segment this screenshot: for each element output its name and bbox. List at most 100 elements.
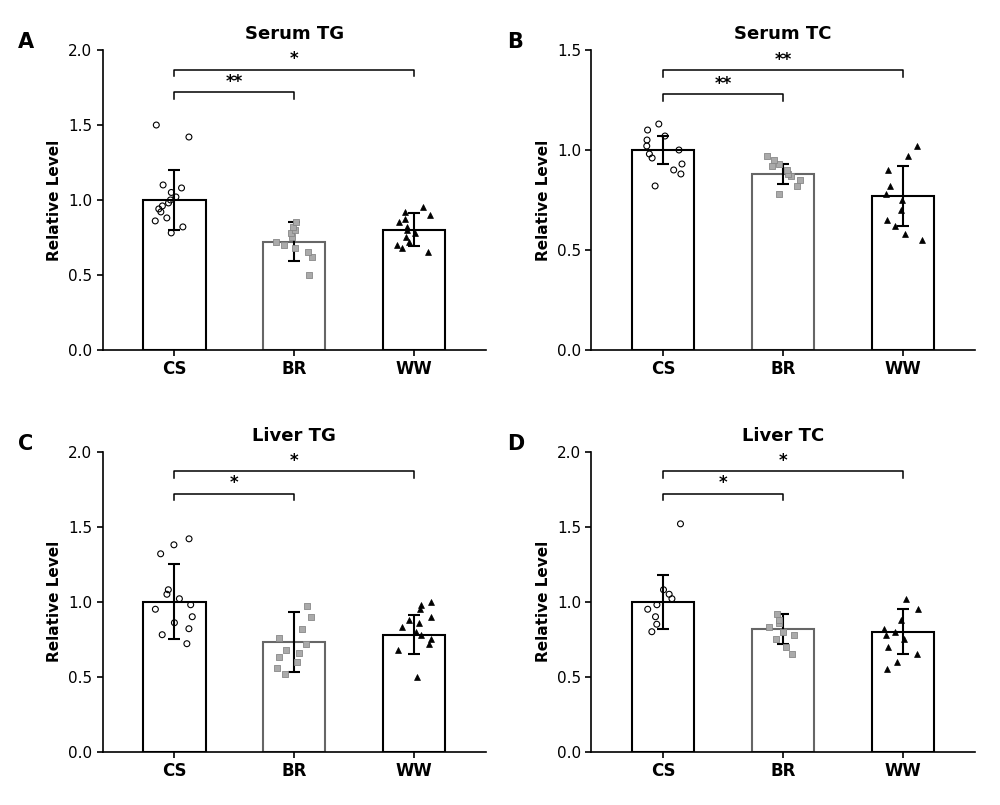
Text: D: D [507,434,524,454]
Point [151,203,167,216]
Point [415,201,431,214]
Text: *: * [779,452,788,470]
Point [183,598,199,611]
Text: C: C [18,434,33,454]
Point [893,613,909,626]
Point [792,174,808,187]
Point [163,186,179,199]
Point [171,592,187,605]
Point [181,532,197,545]
Point [394,242,410,254]
Point [786,628,802,641]
Bar [263,642,325,752]
Point [876,622,892,635]
Point [181,622,197,635]
Bar [872,196,934,350]
Point [287,242,303,254]
Point [276,238,292,251]
Point [768,633,784,646]
Point [283,226,299,239]
Y-axis label: Relative Level: Relative Level [47,139,62,261]
Point [674,158,690,171]
Bar [752,174,814,350]
Point [771,617,787,630]
Point [909,648,925,661]
Point [898,592,914,605]
Point [278,643,294,656]
Point [914,233,930,246]
Point [778,640,794,653]
Point [291,646,307,659]
Point [175,221,191,233]
Point [882,180,898,192]
Point [401,235,417,248]
Point [766,154,782,167]
Point [147,603,163,616]
Point [672,518,688,530]
Point [413,598,429,611]
Point [154,200,170,213]
Point [764,159,780,172]
Bar [143,200,206,350]
Point [159,212,175,225]
Point [761,621,777,634]
Point [771,158,787,171]
Point [651,118,667,130]
Point [162,193,178,206]
Point [900,150,916,163]
Bar [263,242,325,350]
Bar [632,150,694,350]
Point [154,628,170,641]
Point [287,224,303,237]
Text: **: ** [775,51,792,68]
Point [412,603,428,616]
Point [423,633,439,646]
Point [771,613,787,626]
Point [184,610,200,623]
Point [163,226,179,239]
Point [409,671,425,683]
Point [910,603,926,616]
Point [649,617,665,630]
Point [640,603,656,616]
Point [399,221,415,233]
Point [661,588,677,601]
Point [269,661,285,674]
Point [299,600,315,613]
Text: *: * [290,50,299,68]
Point [639,139,655,152]
Point [155,179,171,192]
Text: *: * [230,474,239,493]
Point [420,246,436,259]
Point [423,610,439,623]
Point [639,134,655,147]
Point [644,625,660,638]
Point [880,640,896,653]
Point [879,663,895,675]
Text: *: * [719,474,728,493]
Point [391,216,407,229]
Text: **: ** [715,75,732,93]
Point [789,180,805,192]
Point [641,147,657,160]
Point [673,167,689,180]
Point [783,170,799,183]
Point [909,139,925,152]
Point [398,231,414,244]
Point [887,220,903,233]
Y-axis label: Relative Level: Relative Level [536,139,551,261]
Point [168,191,184,204]
Point [784,648,800,661]
Text: *: * [290,452,299,470]
Point [878,188,894,200]
Point [174,181,190,194]
Bar [872,632,934,752]
Point [657,130,673,142]
Text: B: B [507,32,523,52]
Point [166,617,182,630]
Text: **: ** [226,72,243,91]
Point [301,268,317,281]
Point [285,221,301,233]
Y-axis label: Relative Level: Relative Level [47,541,62,663]
Point [397,213,413,226]
